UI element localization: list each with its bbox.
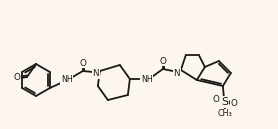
Text: O: O: [14, 74, 21, 83]
Text: O: O: [80, 58, 86, 67]
Text: NH: NH: [141, 75, 153, 83]
Text: CH₃: CH₃: [217, 110, 232, 119]
Text: S: S: [221, 97, 228, 107]
Text: NH: NH: [61, 75, 73, 84]
Text: N: N: [173, 68, 180, 78]
Text: O: O: [212, 95, 219, 104]
Text: O: O: [159, 57, 166, 66]
Text: O: O: [230, 99, 237, 108]
Text: N: N: [93, 70, 99, 79]
